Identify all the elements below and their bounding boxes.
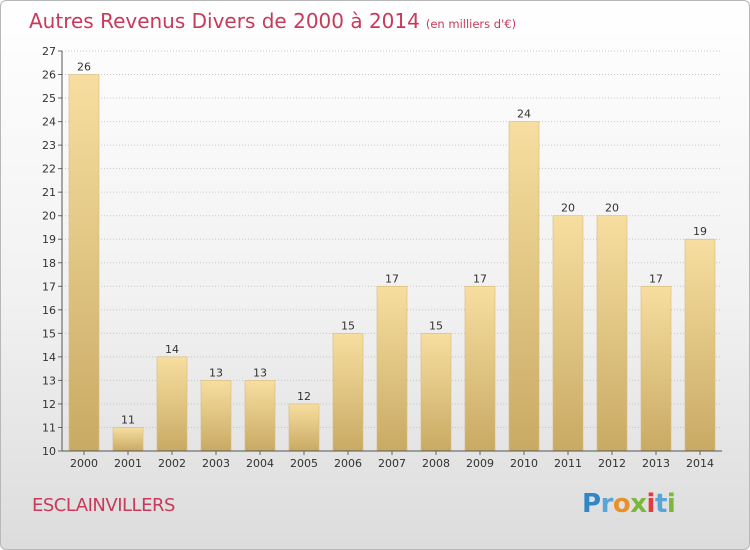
chart-title-unit: (en milliers d'€) — [425, 17, 517, 31]
x-tick-label: 2004 — [246, 457, 274, 470]
data-label: 19 — [693, 225, 707, 238]
x-tick-label: 2005 — [290, 457, 318, 470]
y-tick-label: 10 — [42, 445, 56, 458]
data-label: 13 — [209, 366, 223, 379]
y-tick-label: 15 — [42, 327, 56, 340]
x-tick-label: 2007 — [378, 457, 406, 470]
logo-letter: i — [646, 489, 656, 519]
bar — [244, 380, 276, 452]
data-label: 13 — [253, 366, 267, 379]
y-tick-label: 11 — [42, 421, 56, 434]
data-label: 11 — [121, 413, 135, 426]
x-tick-label: 2014 — [686, 457, 714, 470]
bar — [640, 285, 672, 452]
x-tick-label: 2012 — [598, 457, 626, 470]
x-tick-label: 2006 — [334, 457, 362, 470]
y-tick-label: 13 — [42, 374, 56, 387]
bar — [376, 285, 408, 452]
bar — [332, 333, 364, 452]
x-tick-label: 2009 — [466, 457, 494, 470]
data-label: 26 — [77, 61, 91, 74]
bar — [68, 74, 100, 452]
bar — [156, 356, 188, 452]
chart-title-main: Autres Revenus Divers de 2000 à 2014 — [29, 9, 420, 33]
data-label: 15 — [429, 319, 443, 332]
data-label: 15 — [341, 319, 355, 332]
data-label: 12 — [297, 390, 311, 403]
x-tick-label: 2010 — [510, 457, 538, 470]
data-label: 17 — [473, 272, 487, 285]
logo-letter: o — [612, 489, 631, 519]
x-tick-label: 2003 — [202, 457, 230, 470]
bar — [684, 238, 716, 452]
logo-letter: t — [654, 489, 667, 519]
x-tick-label: 2008 — [422, 457, 450, 470]
logo-letter: i — [666, 489, 676, 519]
bar — [420, 333, 452, 452]
data-label: 17 — [385, 272, 399, 285]
bar — [464, 285, 496, 452]
y-tick-label: 26 — [42, 69, 56, 82]
x-tick-label: 2002 — [158, 457, 186, 470]
proxiti-logo: Proxiti — [582, 489, 676, 519]
bar — [200, 380, 232, 452]
bar — [596, 215, 628, 452]
bar — [508, 121, 540, 452]
data-label: 14 — [165, 343, 179, 356]
x-tick-label: 2011 — [554, 457, 582, 470]
x-tick-label: 2000 — [70, 457, 98, 470]
bar — [552, 215, 584, 452]
y-tick-label: 27 — [42, 45, 56, 58]
x-tick-label: 2001 — [114, 457, 142, 470]
y-tick-label: 22 — [42, 163, 56, 176]
logo-letter: P — [582, 489, 601, 519]
logo-letter: x — [630, 489, 647, 519]
data-label: 20 — [605, 202, 619, 215]
bar — [112, 427, 144, 452]
chart-title: Autres Revenus Divers de 2000 à 2014 (en … — [29, 9, 516, 33]
y-tick-label: 14 — [42, 351, 56, 364]
y-tick-label: 24 — [42, 116, 56, 129]
y-tick-label: 21 — [42, 186, 56, 199]
place-name: ESCLAINVILLERS — [32, 495, 175, 516]
data-label: 20 — [561, 202, 575, 215]
y-tick-label: 17 — [42, 280, 56, 293]
y-tick-label: 16 — [42, 304, 56, 317]
y-tick-label: 19 — [42, 233, 56, 246]
y-tick-label: 23 — [42, 139, 56, 152]
y-tick-label: 25 — [42, 92, 56, 105]
y-tick-label: 12 — [42, 398, 56, 411]
y-tick-label: 20 — [42, 210, 56, 223]
y-tick-label: 18 — [42, 257, 56, 270]
data-label: 24 — [517, 108, 531, 121]
x-tick-label: 2013 — [642, 457, 670, 470]
logo-letter: r — [600, 489, 614, 519]
data-label: 17 — [649, 272, 663, 285]
bar — [288, 403, 320, 452]
